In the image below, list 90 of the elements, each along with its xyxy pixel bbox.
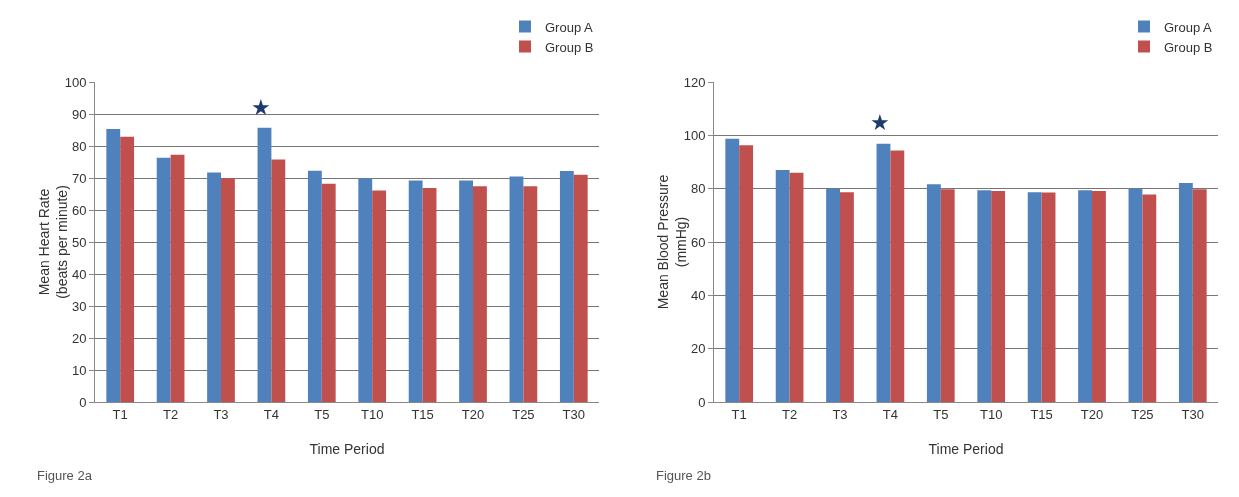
bar xyxy=(573,174,588,402)
legend-label: Group A xyxy=(1164,19,1213,35)
y-tick-label: 100 xyxy=(683,127,706,143)
y-tick-label: 20 xyxy=(690,341,706,357)
legend-label: Group B xyxy=(545,39,594,55)
bar xyxy=(559,170,574,402)
x-tick-label: T30 xyxy=(562,406,585,422)
bar xyxy=(840,192,854,402)
bar xyxy=(358,178,373,402)
bar xyxy=(789,172,804,402)
x-tick-label: T30 xyxy=(1181,406,1204,422)
caption: Figure 2a xyxy=(37,468,93,483)
x-tick-label: T1 xyxy=(112,406,128,422)
y-tick-label: 0 xyxy=(79,394,87,410)
bar xyxy=(1178,183,1193,402)
bar xyxy=(422,187,437,402)
bar xyxy=(890,150,905,402)
x-tick-label: T25 xyxy=(512,406,535,422)
bar xyxy=(725,138,740,402)
bar xyxy=(509,176,524,402)
bar xyxy=(991,191,1006,402)
y-tick-label: 20 xyxy=(71,330,87,346)
y-tick-label: 40 xyxy=(690,287,706,303)
bar xyxy=(170,154,185,402)
bar xyxy=(1128,188,1143,402)
bar xyxy=(321,183,336,402)
y-tick-label: 80 xyxy=(690,181,706,197)
annotation: ★ xyxy=(251,95,271,120)
bar xyxy=(120,136,135,402)
bar xyxy=(1041,192,1056,402)
bar xyxy=(739,145,754,402)
bar xyxy=(1192,189,1207,402)
x-tick-label: T3 xyxy=(213,406,229,422)
bar xyxy=(876,143,891,402)
y-tick-label: 50 xyxy=(71,234,87,250)
bar xyxy=(473,186,487,402)
x-tick-label: T25 xyxy=(1131,406,1154,422)
x-tick-label: T1 xyxy=(731,406,747,422)
bar xyxy=(271,159,286,402)
annotation: ★ xyxy=(870,110,890,135)
bar xyxy=(106,129,121,402)
bar xyxy=(523,186,538,402)
bar xyxy=(775,170,790,402)
legend-label: Group A xyxy=(545,19,594,35)
x-tick-label: T4 xyxy=(263,406,279,422)
y-tick-label: 0 xyxy=(698,394,706,410)
y-axis-title: Mean Blood Pressure (mmHg) xyxy=(654,174,689,310)
bar xyxy=(1027,192,1042,402)
x-tick-label: T5 xyxy=(314,406,330,422)
bar xyxy=(459,180,473,402)
bar xyxy=(156,157,171,402)
x-axis-title: Time Period xyxy=(309,441,385,457)
bar xyxy=(221,178,235,402)
y-tick-label: 60 xyxy=(71,202,87,218)
bar xyxy=(207,172,221,402)
x-axis-title: Time Period xyxy=(928,441,1004,457)
y-tick-label: 40 xyxy=(71,266,87,282)
y-tick-label: 80 xyxy=(71,138,87,154)
x-tick-label: T5 xyxy=(933,406,949,422)
y-tick-label: 10 xyxy=(71,362,87,378)
x-tick-label: T20 xyxy=(1080,406,1104,422)
bar xyxy=(372,190,387,402)
x-tick-label: T2 xyxy=(163,406,179,422)
y-tick-label: 120 xyxy=(683,74,706,90)
bar xyxy=(257,127,272,402)
bar xyxy=(307,170,322,402)
x-tick-label: T10 xyxy=(980,406,1003,422)
y-tick-label: 30 xyxy=(71,298,87,314)
bar xyxy=(1092,191,1106,402)
bar xyxy=(1078,190,1092,402)
bar xyxy=(826,188,840,402)
bar xyxy=(408,180,423,402)
y-tick-label: 60 xyxy=(690,234,706,250)
bar xyxy=(977,190,992,402)
x-tick-label: T15 xyxy=(411,406,434,422)
x-tick-label: T20 xyxy=(461,406,485,422)
y-axis-title: Mean Heart Rate (beats per minute) xyxy=(35,185,70,299)
y-tick-label: 90 xyxy=(71,106,87,122)
bar xyxy=(940,189,955,402)
x-tick-label: T4 xyxy=(882,406,898,422)
bar xyxy=(1142,194,1157,402)
x-tick-label: T15 xyxy=(1030,406,1053,422)
x-tick-label: T2 xyxy=(782,406,798,422)
caption: Figure 2b xyxy=(656,468,711,483)
x-tick-label: T10 xyxy=(361,406,384,422)
y-tick-label: 100 xyxy=(64,74,87,90)
legend-label: Group B xyxy=(1164,39,1213,55)
y-tick-label: 70 xyxy=(71,170,87,186)
x-tick-label: T3 xyxy=(832,406,848,422)
bar xyxy=(926,184,941,402)
